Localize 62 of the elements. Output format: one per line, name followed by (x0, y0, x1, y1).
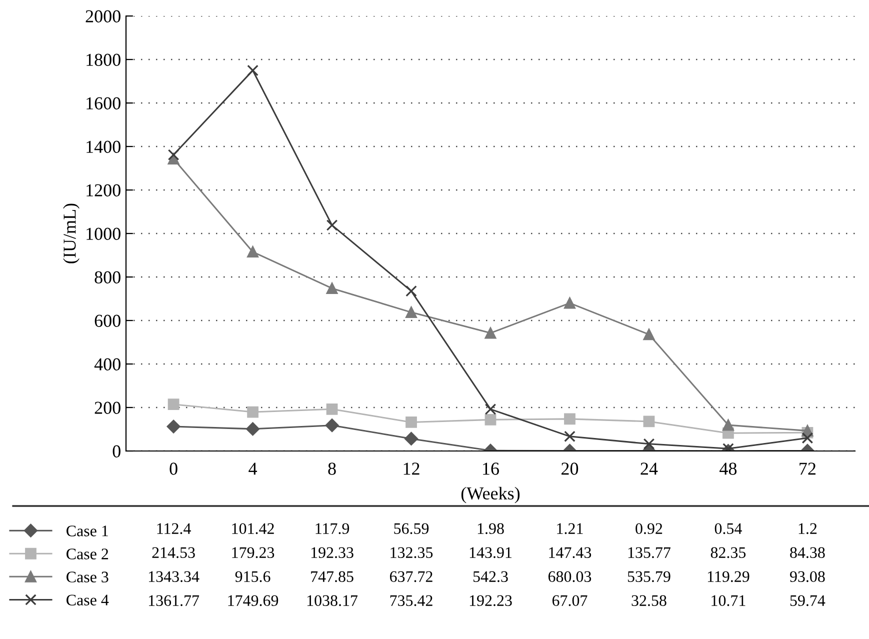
y-axis-title: (IU/mL) (63, 204, 80, 264)
data-label: 32.58 (632, 595, 666, 606)
data-label: 67.07 (552, 595, 588, 606)
x-tick-label: 48 (720, 462, 737, 475)
data-label: 1749.69 (228, 595, 278, 606)
y-tick-label: 800 (94, 271, 120, 284)
x-tick-label: 8 (328, 462, 336, 475)
data-label: 112.4 (157, 523, 191, 534)
y-tick-label: 1400 (86, 140, 120, 153)
y-tick-label: 1000 (86, 228, 120, 240)
data-label: 147.43 (549, 547, 592, 558)
data-label: 637.72 (390, 571, 432, 582)
data-label: 214.53 (152, 547, 195, 558)
x-tick-label: 0 (170, 462, 178, 475)
data-label: 1.2 (798, 523, 817, 534)
data-label: 82.35 (710, 547, 746, 558)
x-tick-label: 12 (404, 462, 420, 475)
data-label: 1.98 (478, 523, 504, 534)
data-label: 1343.34 (148, 571, 200, 582)
data-label: 747.85 (311, 571, 354, 582)
y-tick-label: 400 (94, 358, 120, 370)
data-label: 735.42 (390, 595, 432, 606)
data-label: 0.54 (714, 523, 742, 534)
data-label: 119.29 (708, 571, 750, 582)
legend-label: Case 1 (66, 526, 108, 536)
data-label: 1.21 (557, 523, 583, 534)
y-tick-label: 1600 (86, 97, 120, 110)
x-axis-title: (Weeks) (461, 486, 520, 504)
data-label: 915.6 (235, 571, 270, 582)
data-label: 93.08 (790, 571, 825, 582)
y-tick-label: 200 (94, 402, 120, 414)
data-label: 117.9 (316, 523, 350, 534)
y-tick-label: 0 (112, 445, 120, 458)
legend-label: Case 3 (66, 572, 108, 582)
data-label: 1038.17 (307, 595, 358, 606)
x-tick-label: 72 (800, 462, 816, 475)
x-tick-label: 4 (248, 462, 258, 475)
data-label: 10.71 (712, 595, 746, 606)
data-label: 542.3 (473, 571, 508, 582)
data-label: 680.03 (548, 571, 592, 582)
data-label: 59.74 (790, 595, 826, 606)
data-label: 179.23 (232, 547, 274, 558)
x-tick-label: 20 (562, 462, 578, 475)
data-label: 135.77 (628, 547, 670, 558)
legend-label: Case 4 (66, 594, 109, 606)
x-tick-label: 24 (640, 462, 658, 475)
data-label: 1361.77 (148, 595, 200, 606)
legend-label: Case 2 (66, 548, 108, 560)
y-tick-label: 2000 (86, 10, 120, 22)
data-label: 56.59 (394, 523, 429, 534)
data-label: 143.91 (470, 547, 512, 558)
data-label: 84.38 (790, 547, 825, 558)
data-label: 192.23 (470, 595, 512, 606)
data-label: 101.42 (232, 523, 274, 534)
data-label: 0.92 (636, 523, 662, 534)
y-tick-label: 1800 (86, 54, 120, 66)
data-label: 535.79 (628, 571, 670, 582)
y-tick-label: 600 (94, 314, 120, 327)
data-label: 132.35 (390, 547, 433, 558)
x-tick-label: 16 (483, 462, 499, 475)
y-tick-label: 1200 (86, 184, 120, 196)
data-label: 192.33 (311, 547, 354, 558)
